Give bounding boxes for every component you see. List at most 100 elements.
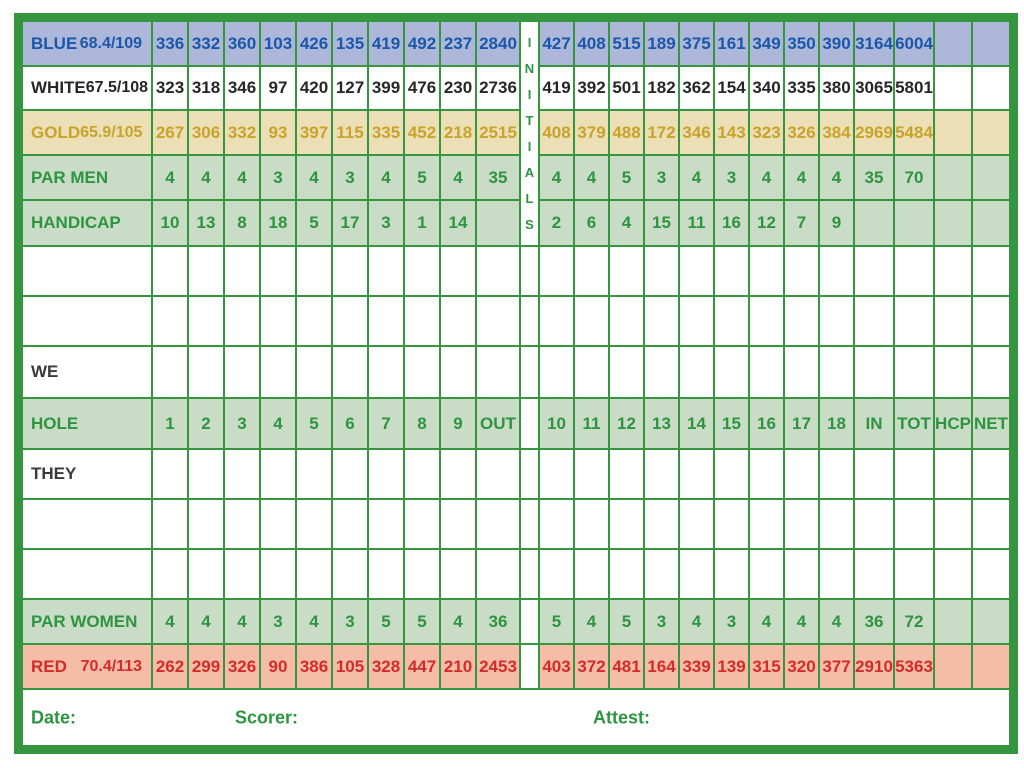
cell-white-h2: 318 [187, 65, 225, 111]
row-they: THEY [21, 448, 1011, 500]
cell-gold-h14: 346 [678, 109, 715, 156]
row-label-wrap: RED 70.4/113 [24, 657, 150, 677]
cell-blank-1-h5 [295, 245, 333, 297]
row-gold: GOLD 65.9/105 267 306 332 93 397 115 335 452 218 25… [21, 109, 1011, 156]
cell-red-h3: 326 [223, 643, 261, 690]
cell-blank-2-h16 [748, 295, 785, 347]
row-label-cell-we: WE [21, 345, 153, 399]
cell-blank-1-h12 [608, 245, 645, 297]
row-label-wrap: HOLE [24, 414, 150, 434]
cell-par-women-h18: 4 [818, 598, 855, 645]
cell-handicap-h2: 13 [187, 199, 225, 247]
cell-blank-3-h13 [643, 498, 680, 550]
row-label-wrap: HANDICAP [24, 213, 150, 233]
cell-they-tot [893, 448, 935, 500]
cell-they-hcp [933, 448, 973, 500]
signature-footer-cell: Date: Scorer: Attest: [21, 688, 1011, 747]
cell-blank-3-h6 [331, 498, 369, 550]
cell-hole-h1: 1 [151, 397, 189, 450]
cell-par-men-h16: 4 [748, 154, 785, 201]
cell-blank-3-out [475, 498, 521, 550]
row-label-cell-par-men: PAR MEN [21, 154, 153, 201]
cell-they-h3 [223, 448, 261, 500]
cell-red-h18: 377 [818, 643, 855, 690]
cell-par-women-h7: 5 [367, 598, 405, 645]
cell-they-h2 [187, 448, 225, 500]
cell-they-out [475, 448, 521, 500]
cell-par-men-h3: 4 [223, 154, 261, 201]
cell-blank-2-h13 [643, 295, 680, 347]
cell-handicap-h12: 4 [608, 199, 645, 247]
cell-red-in: 2910 [853, 643, 895, 690]
cell-blue-h15: 161 [713, 20, 750, 67]
cell-blue-h16: 349 [748, 20, 785, 67]
cell-par-women-h2: 4 [187, 598, 225, 645]
row-label-wrap: PAR MEN [24, 167, 150, 188]
cell-hole-hcp: HCP [933, 397, 973, 450]
cell-they-in [853, 448, 895, 500]
cell-gold-h10: 408 [538, 109, 575, 156]
cell-par-men-h10: 4 [538, 154, 575, 201]
cell-hole-h11: 11 [573, 397, 610, 450]
cell-hole-h15: 15 [713, 397, 750, 450]
initials-letter: T [525, 112, 534, 128]
cell-blank-2-h7 [367, 295, 405, 347]
cell-blue-h6: 135 [331, 20, 369, 67]
cell-we-h8 [403, 345, 441, 399]
cell-blank-4-h17 [783, 548, 820, 600]
row-label-cell-blank-4 [21, 548, 153, 600]
cell-blank-4-h8 [403, 548, 441, 600]
cell-par-men-h2: 4 [187, 154, 225, 201]
cell-blank-4-hcp [933, 548, 973, 600]
cell-blank-1-h2 [187, 245, 225, 297]
cell-blank-4-h6 [331, 548, 369, 600]
cell-gold-tot: 5484 [893, 109, 935, 156]
cell-blue-out: 2840 [475, 20, 521, 67]
cell-we-h18 [818, 345, 855, 399]
cell-white-out: 2736 [475, 65, 521, 111]
cell-blank-4-in [853, 548, 895, 600]
initials-letter: L [525, 190, 534, 206]
row-label-text: PAR MEN [31, 167, 109, 187]
cell-we-h10 [538, 345, 575, 399]
cell-they-h16 [748, 448, 785, 500]
cell-blank-2-net [971, 295, 1011, 347]
row-label-cell-gold: GOLD 65.9/105 [21, 109, 153, 156]
cell-red-tot: 5363 [893, 643, 935, 690]
cell-blank-2-h1 [151, 295, 189, 347]
cell-we-h5 [295, 345, 333, 399]
cell-gold-h4: 93 [259, 109, 297, 156]
cell-handicap-h13: 15 [643, 199, 680, 247]
cell-par-men-h8: 5 [403, 154, 441, 201]
row-label-cell-blank-3 [21, 498, 153, 550]
row-hole: HOLE 1 2 3 4 5 6 7 8 9 OUT 10 11 12 13 14 15 16 17 18 IN TOT H… [21, 397, 1011, 450]
attest-label: Attest: [593, 707, 650, 727]
cell-red-h16: 315 [748, 643, 785, 690]
cell-par-men-h13: 3 [643, 154, 680, 201]
cell-blue-h7: 419 [367, 20, 405, 67]
cell-gold-h7: 335 [367, 109, 405, 156]
cell-blank-1-initials [519, 245, 540, 297]
cell-blank-4-out [475, 548, 521, 600]
cell-we-h11 [573, 345, 610, 399]
cell-blank-3-h10 [538, 498, 575, 550]
cell-blank-3-h5 [295, 498, 333, 550]
cell-gold-h1: 267 [151, 109, 189, 156]
cell-blank-2-h18 [818, 295, 855, 347]
row-handicap: HANDICAP 10 13 8 18 5 17 3 1 14 2 6 4 15 11 16 12 7 9 [21, 199, 1011, 247]
cell-blank-2-h6 [331, 295, 369, 347]
cell-white-h18: 380 [818, 65, 855, 111]
cell-par-men-h4: 3 [259, 154, 297, 201]
cell-par-women-h17: 4 [783, 598, 820, 645]
cell-blank-3-h15 [713, 498, 750, 550]
cell-blue-h2: 332 [187, 20, 225, 67]
row-blue: BLUE 68.4/109 336 332 360 103 426 135 419 492 237 2… [21, 20, 1011, 247]
cell-par-women-h14: 4 [678, 598, 715, 645]
cell-blue-h1: 336 [151, 20, 189, 67]
cell-gold-h3: 332 [223, 109, 261, 156]
cell-red-h7: 328 [367, 643, 405, 690]
cell-red-h5: 386 [295, 643, 333, 690]
cell-blank-3-h1 [151, 498, 189, 550]
cell-par-women-out: 36 [475, 598, 521, 645]
